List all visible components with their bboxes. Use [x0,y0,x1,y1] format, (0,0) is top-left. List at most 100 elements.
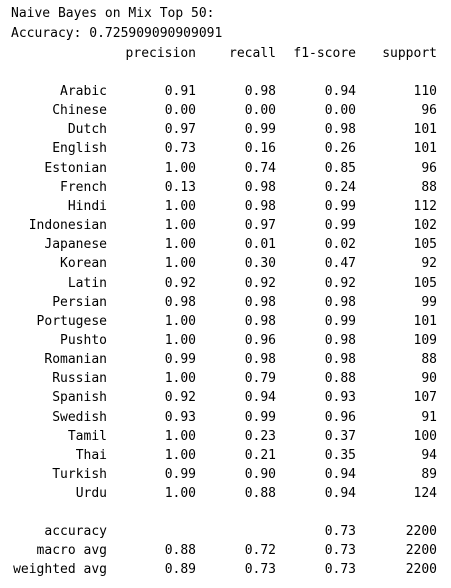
recall-value: 0.01 [244,237,276,253]
precision-value: 1.00 [164,486,196,502]
precision-value: 1.00 [164,313,196,329]
f1-score-value: 0.94 [324,467,356,482]
support-value: 124 [413,486,437,502]
f1-score-value: 0.93 [324,390,356,406]
support-value: 88 [421,352,437,368]
table-row: Portugese 1.00 0.98 0.99 101 [0,312,451,331]
precision-value: 0.13 [164,179,196,195]
header-recall: recall [229,46,276,61]
f1-score-value: 0.98 [324,294,356,310]
row-label: Korean [60,256,107,272]
f1-score-value: 0.73 [324,562,356,578]
table-row: Russian 1.00 0.79 0.88 90 [0,369,451,388]
support-value: 96 [421,103,437,119]
row-label: weighted avg [13,562,107,578]
header-precision: precision [125,46,196,61]
table-row: Japanese 1.00 0.01 0.02 105 [0,235,451,254]
support-value: 99 [421,294,437,310]
f1-score-value: 0.98 [324,122,356,138]
report-title: Naive Bayes on Mix Top 50: [11,6,215,21]
table-row: Hindi 1.00 0.98 0.99 112 [0,197,451,216]
row-label: Arabic [60,84,107,99]
header-row: precision recall f1-score support [0,44,451,63]
precision-value: 0.99 [164,352,196,368]
precision-value: 1.00 [164,332,196,348]
f1-score-value: 0.98 [324,332,356,348]
precision-value: 0.99 [164,467,196,482]
f1-score-value: 0.99 [324,218,356,234]
support-value: 102 [413,218,437,234]
f1-score-value: 0.85 [324,160,356,176]
table-row: Korean 1.00 0.30 0.47 92 [0,254,451,273]
precision-value: 0.89 [164,562,196,578]
row-label: Indonesian [28,218,107,234]
support-value: 2200 [405,543,437,559]
row-label: English [52,141,107,157]
recall-value: 0.98 [244,352,276,368]
recall-value: 0.98 [244,179,276,195]
precision-value: 0.91 [164,84,196,99]
recall-value: 0.30 [244,256,276,272]
recall-value: 0.74 [244,160,276,176]
support-value: 89 [421,467,437,482]
table-row: Spanish 0.92 0.94 0.93 107 [0,388,451,407]
precision-value: 0.88 [164,543,196,559]
f1-score-value: 0.00 [324,103,356,119]
row-label: Russian [52,371,107,387]
row-label: Chinese [52,103,107,119]
f1-score-value: 0.24 [324,179,356,195]
recall-value: 0.92 [244,275,276,291]
recall-value: 0.79 [244,371,276,387]
f1-score-value: 0.47 [324,256,356,272]
table-row: Urdu 1.00 0.88 0.94 124 [0,484,451,503]
f1-score-value: 0.26 [324,141,356,157]
recall-value: 0.88 [244,486,276,502]
f1-score-value: 0.94 [324,84,356,99]
recall-value: 0.16 [244,141,276,157]
support-value: 107 [413,390,437,406]
table-row: Chinese 0.00 0.00 0.00 96 [0,101,451,120]
precision-value: 1.00 [164,218,196,234]
recall-value: 0.72 [244,543,276,559]
support-value: 94 [421,447,437,463]
recall-value: 0.98 [244,84,276,99]
support-value: 110 [413,84,437,99]
row-label: accuracy [44,524,107,539]
recall-value: 0.73 [244,562,276,578]
table-row: Turkish 0.99 0.90 0.94 89 [0,465,451,484]
f1-score-value: 0.94 [324,486,356,502]
row-label: Romanian [44,352,107,368]
f1-score-value: 0.92 [324,275,356,291]
precision-value: 1.00 [164,160,196,176]
row-label: Spanish [52,390,107,406]
f1-score-value: 0.99 [324,198,356,214]
f1-score-value: 0.02 [324,237,356,253]
row-label: Pushto [60,332,107,348]
recall-value: 0.99 [244,122,276,138]
support-value: 91 [421,409,437,425]
row-label: Persian [52,294,107,310]
support-value: 88 [421,179,437,195]
precision-value: 0.92 [164,390,196,406]
table-row: Arabic 0.91 0.98 0.94 110 [0,82,451,101]
f1-score-value: 0.37 [324,428,356,444]
precision-value: 0.92 [164,275,196,291]
summary-row: weighted avg 0.89 0.73 0.73 2200 [0,560,451,579]
support-value: 101 [413,122,437,138]
support-value: 109 [413,332,437,348]
recall-value: 0.94 [244,390,276,406]
table-row: Thai 1.00 0.21 0.35 94 [0,446,451,465]
header-f1-score: f1-score [293,46,356,61]
f1-score-value: 0.73 [324,524,356,539]
row-label: macro avg [36,543,107,559]
support-value: 105 [413,237,437,253]
support-value: 101 [413,141,437,157]
table-row: Pushto 1.00 0.96 0.98 109 [0,331,451,350]
recall-value: 0.98 [244,294,276,310]
table-row: Indonesian 1.00 0.97 0.99 102 [0,216,451,235]
f1-score-value: 0.98 [324,352,356,368]
row-label: Dutch [67,122,107,138]
row-label: Thai [75,447,107,463]
support-value: 105 [413,275,437,291]
support-value: 112 [413,198,437,214]
